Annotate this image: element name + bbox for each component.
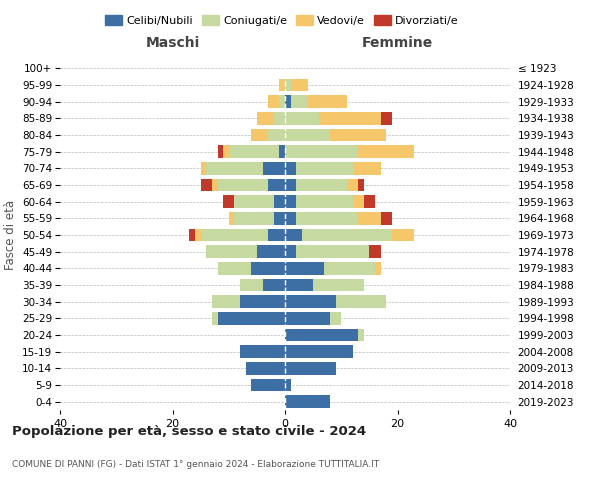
Text: Maschi: Maschi — [145, 36, 200, 50]
Bar — [274, 212, 285, 224]
Bar — [285, 96, 290, 108]
Bar — [229, 212, 235, 224]
Bar — [302, 229, 392, 241]
Bar — [285, 329, 358, 341]
Bar — [290, 79, 308, 92]
Bar — [358, 329, 364, 341]
Bar — [375, 262, 380, 274]
Bar — [240, 296, 285, 308]
Bar — [285, 79, 290, 92]
Bar — [285, 196, 296, 208]
Bar — [290, 96, 308, 108]
Bar — [313, 279, 364, 291]
Bar — [268, 129, 285, 141]
Bar — [285, 162, 296, 174]
Bar — [296, 179, 347, 192]
Bar — [240, 346, 285, 358]
Bar — [330, 312, 341, 324]
Bar — [380, 212, 392, 224]
Bar — [296, 162, 353, 174]
Bar — [229, 146, 280, 158]
Bar — [235, 196, 274, 208]
Bar — [335, 296, 386, 308]
Bar — [370, 246, 380, 258]
Bar — [223, 196, 235, 208]
Bar — [285, 279, 313, 291]
Bar — [263, 162, 285, 174]
Bar — [218, 312, 285, 324]
Text: Femmine: Femmine — [362, 36, 433, 50]
Bar — [195, 229, 200, 241]
Bar — [206, 162, 263, 174]
Bar — [268, 229, 285, 241]
Text: COMUNE DI PANNI (FG) - Dati ISTAT 1° gennaio 2024 - Elaborazione TUTTITALIA.IT: COMUNE DI PANNI (FG) - Dati ISTAT 1° gen… — [12, 460, 379, 469]
Bar — [285, 296, 335, 308]
Bar — [218, 262, 251, 274]
Bar — [245, 362, 285, 374]
Bar — [330, 129, 386, 141]
Bar — [285, 246, 296, 258]
Bar — [358, 146, 415, 158]
Bar — [257, 112, 274, 124]
Bar — [285, 362, 335, 374]
Bar — [285, 396, 330, 408]
Bar — [285, 262, 325, 274]
Bar — [212, 296, 240, 308]
Bar — [212, 179, 218, 192]
Bar — [280, 79, 285, 92]
Bar — [274, 112, 285, 124]
Bar — [212, 312, 218, 324]
Bar — [285, 112, 319, 124]
Bar — [263, 279, 285, 291]
Bar — [296, 212, 358, 224]
Bar — [200, 179, 212, 192]
Bar — [223, 146, 229, 158]
Y-axis label: Fasce di età: Fasce di età — [4, 200, 17, 270]
Bar — [251, 379, 285, 391]
Bar — [280, 146, 285, 158]
Bar — [353, 196, 364, 208]
Bar — [285, 346, 353, 358]
Bar — [268, 179, 285, 192]
Bar — [325, 262, 375, 274]
Bar — [235, 212, 274, 224]
Bar — [392, 229, 415, 241]
Bar — [251, 129, 268, 141]
Bar — [380, 112, 392, 124]
Bar — [285, 179, 296, 192]
Text: Popolazione per età, sesso e stato civile - 2024: Popolazione per età, sesso e stato civil… — [12, 425, 366, 438]
Bar — [285, 212, 296, 224]
Bar — [280, 96, 285, 108]
Bar — [251, 262, 285, 274]
Bar — [285, 146, 358, 158]
Bar — [296, 196, 353, 208]
Bar — [296, 246, 370, 258]
Bar — [308, 96, 347, 108]
Bar — [347, 179, 358, 192]
Bar — [364, 196, 375, 208]
Bar — [285, 312, 330, 324]
Bar — [285, 379, 290, 391]
Bar — [200, 229, 268, 241]
Bar — [190, 229, 195, 241]
Bar — [257, 246, 285, 258]
Bar — [353, 162, 380, 174]
Bar — [218, 179, 268, 192]
Legend: Celibi/Nubili, Coniugati/e, Vedovi/e, Divorziati/e: Celibi/Nubili, Coniugati/e, Vedovi/e, Di… — [101, 10, 463, 30]
Bar — [206, 246, 257, 258]
Bar — [218, 146, 223, 158]
Bar — [358, 212, 380, 224]
Bar — [285, 129, 330, 141]
Bar — [200, 162, 206, 174]
Bar — [319, 112, 380, 124]
Bar — [240, 279, 263, 291]
Bar — [285, 229, 302, 241]
Bar — [358, 179, 364, 192]
Bar — [274, 196, 285, 208]
Bar — [268, 96, 280, 108]
